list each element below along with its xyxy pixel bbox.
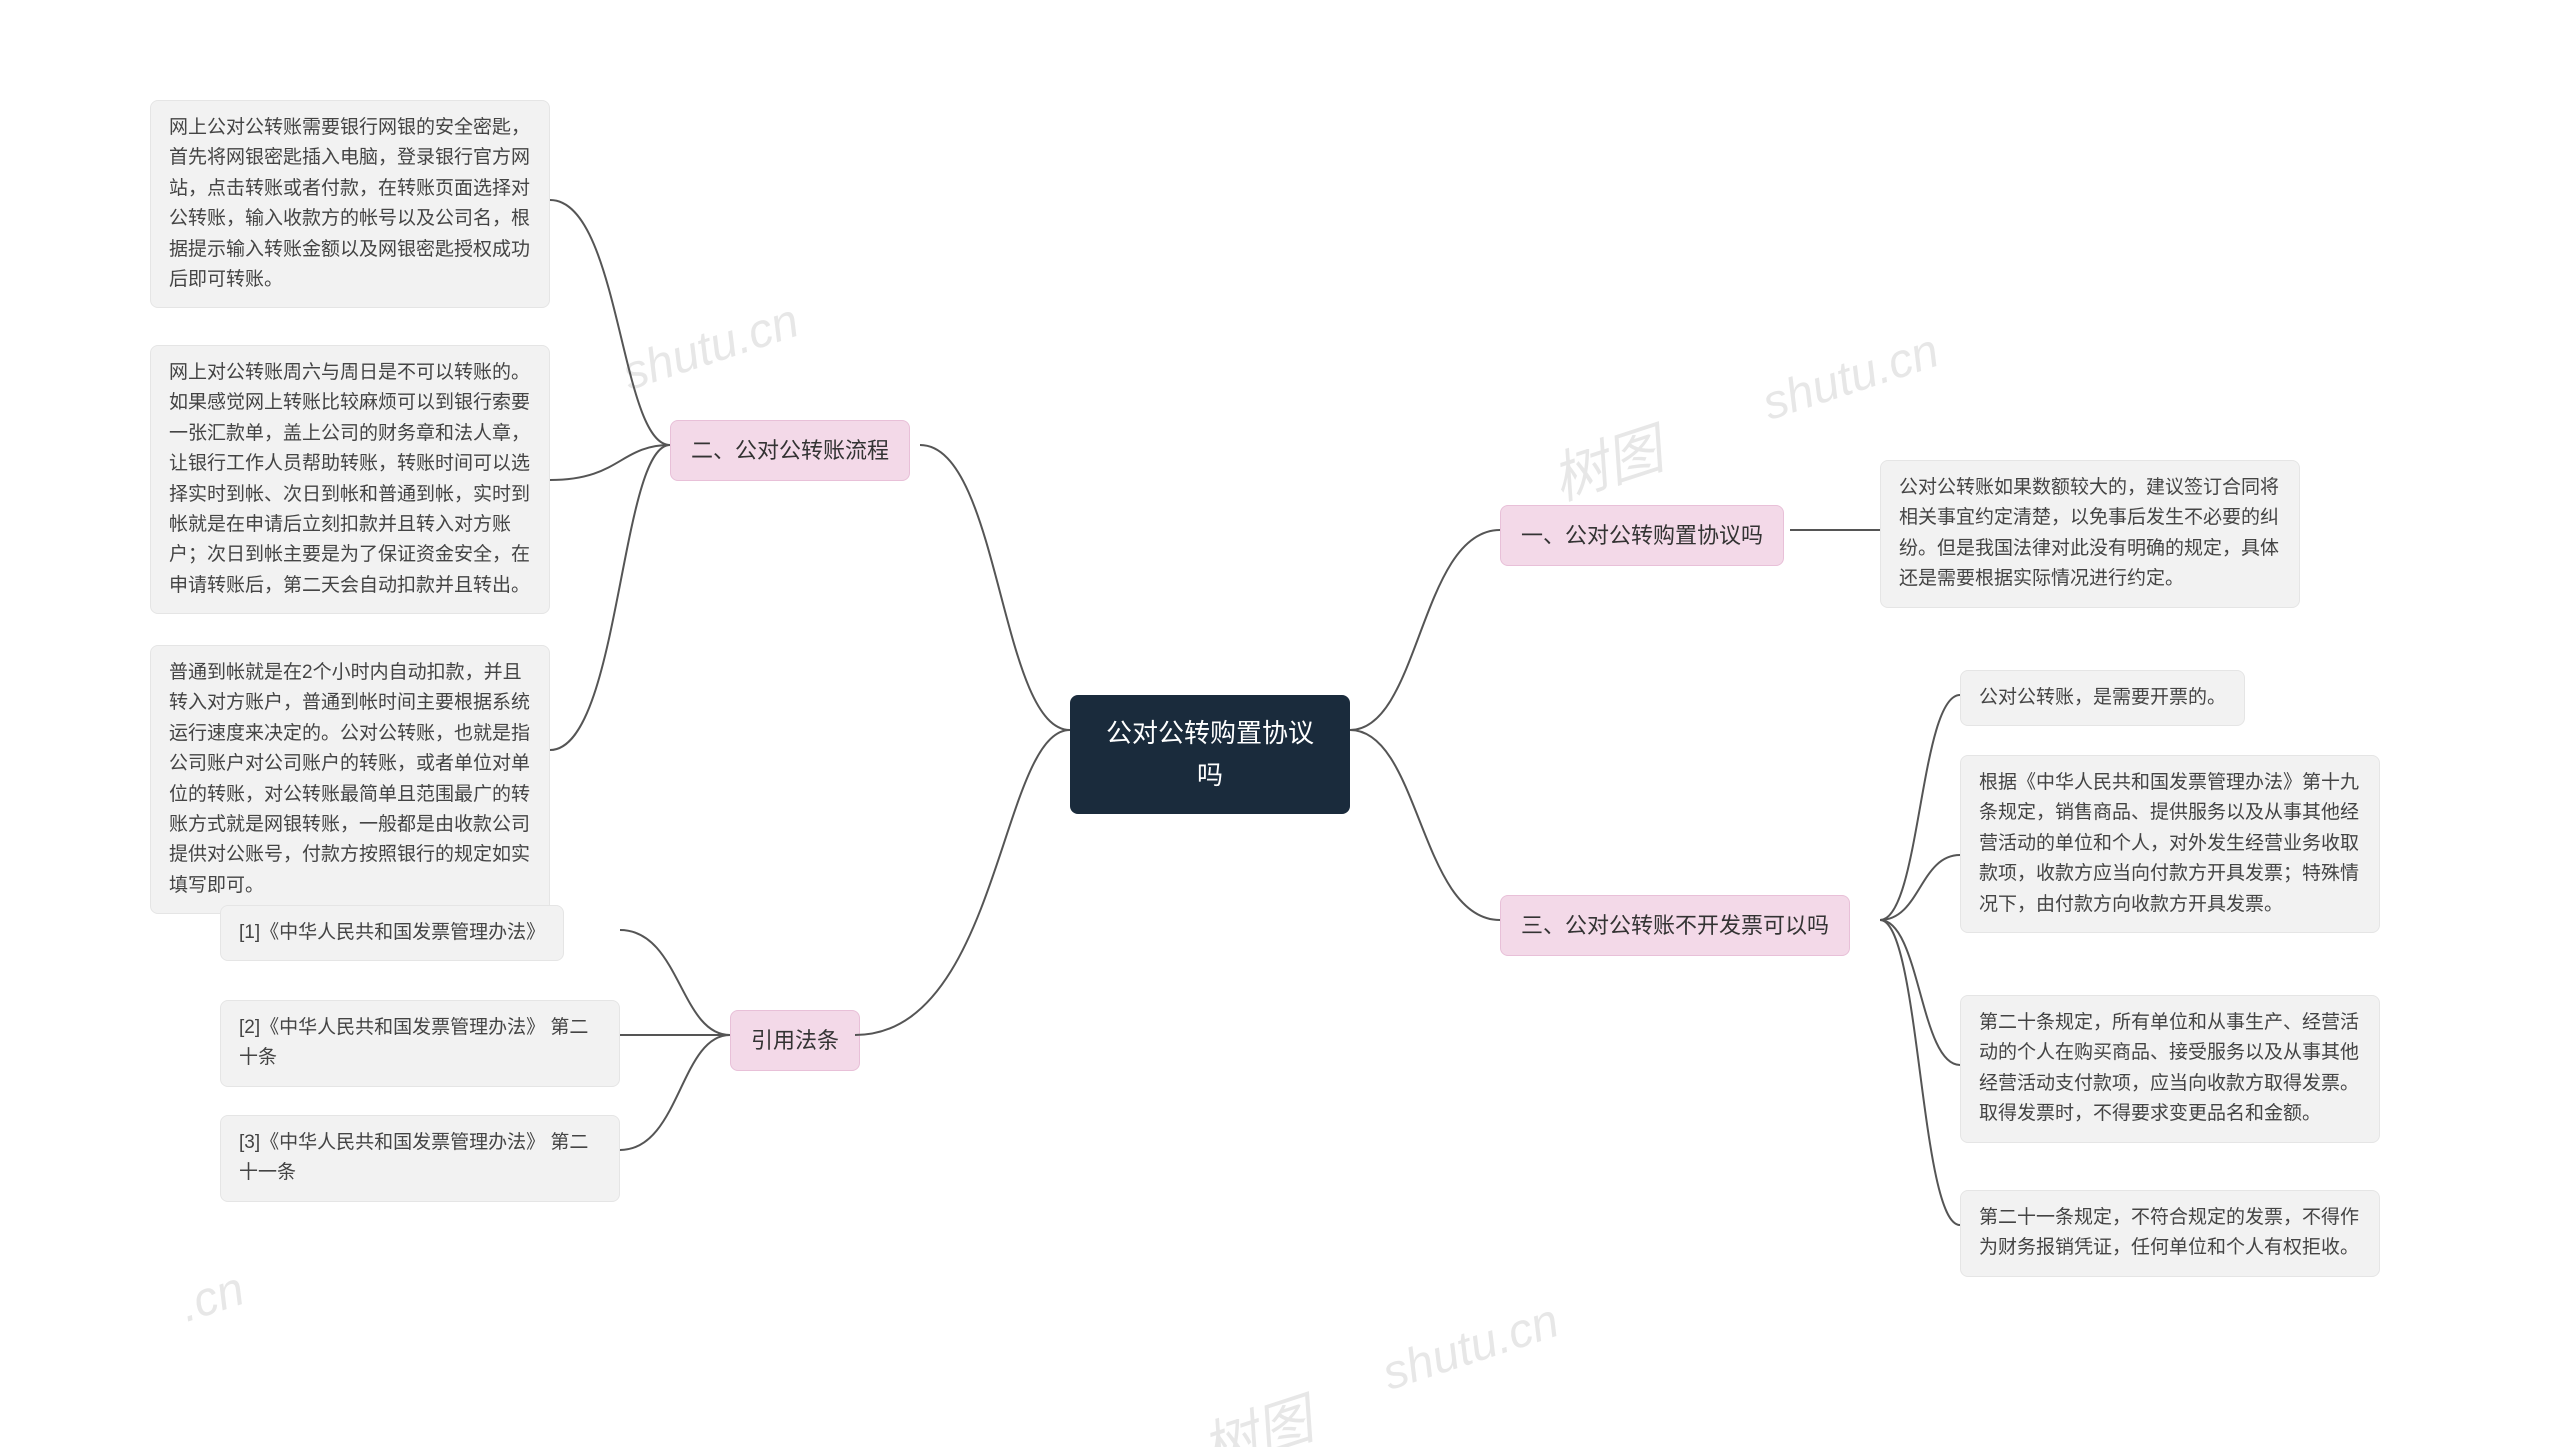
root-node[interactable]: 公对公转购置协议吗 [1070,695,1350,814]
leaf-text: 第二十条规定，所有单位和从事生产、经营活动的个人在购买商品、接受服务以及从事其他… [1979,1012,2359,1124]
leaf-text: 普通到帐就是在2个小时内自动扣款，并且转入对方账户，普通到帐时间主要根据系统运行… [169,662,530,896]
watermark: shutu.cn [1756,323,1946,431]
leaf-text: 根据《中华人民共和国发票管理办法》第十九条规定，销售商品、提供服务以及从事其他经… [1979,772,2359,915]
watermark: shutu.cn [616,293,806,401]
branch-1-label: 一、公对公转购置协议吗 [1521,523,1763,548]
branch-3[interactable]: 三、公对公转账不开发票可以吗 [1500,895,1850,956]
leaf-text: [2]《中华人民共和国发票管理办法》 第二十条 [239,1017,588,1068]
branch-2-leaf-3: 普通到帐就是在2个小时内自动扣款，并且转入对方账户，普通到帐时间主要根据系统运行… [150,645,550,914]
leaf-text: 公对公转账，是需要开票的。 [1979,687,2226,708]
branch-3-leaf-1: 公对公转账，是需要开票的。 [1960,670,2245,726]
root-label: 公对公转购置协议吗 [1106,718,1314,790]
branch-law[interactable]: 引用法条 [730,1010,860,1071]
branch-2-leaf-2: 网上对公转账周六与周日是不可以转账的。如果感觉网上转账比较麻烦可以到银行索要一张… [150,345,550,614]
leaf-text: [1]《中华人民共和国发票管理办法》 [239,922,545,943]
leaf-text: [3]《中华人民共和国发票管理办法》 第二十一条 [239,1132,588,1183]
leaf-text: 第二十一条规定，不符合规定的发票，不得作为财务报销凭证，任何单位和个人有权拒收。 [1979,1207,2359,1258]
branch-3-label: 三、公对公转账不开发票可以吗 [1521,913,1829,938]
leaf-text: 网上公对公转账需要银行网银的安全密匙，首先将网银密匙插入电脑，登录银行官方网站，… [169,117,530,290]
branch-3-leaf-2: 根据《中华人民共和国发票管理办法》第十九条规定，销售商品、提供服务以及从事其他经… [1960,755,2380,933]
leaf-text: 公对公转账如果数额较大的，建议签订合同将相关事宜约定清楚，以免事后发生不必要的纠… [1899,477,2279,589]
watermark: shutu.cn [1376,1293,1566,1401]
watermark: 树图 [1190,1375,1322,1447]
branch-1[interactable]: 一、公对公转购置协议吗 [1500,505,1784,566]
branch-law-leaf-3: [3]《中华人民共和国发票管理办法》 第二十一条 [220,1115,620,1202]
branch-2[interactable]: 二、公对公转账流程 [670,420,910,481]
branch-3-leaf-4: 第二十一条规定，不符合规定的发票，不得作为财务报销凭证，任何单位和个人有权拒收。 [1960,1190,2380,1277]
branch-law-leaf-1: [1]《中华人民共和国发票管理办法》 [220,905,564,961]
branch-law-leaf-2: [2]《中华人民共和国发票管理办法》 第二十条 [220,1000,620,1087]
branch-3-leaf-3: 第二十条规定，所有单位和从事生产、经营活动的个人在购买商品、接受服务以及从事其他… [1960,995,2380,1143]
branch-2-label: 二、公对公转账流程 [691,438,889,463]
branch-2-leaf-1: 网上公对公转账需要银行网银的安全密匙，首先将网银密匙插入电脑，登录银行官方网站，… [150,100,550,308]
branch-1-leaf-1: 公对公转账如果数额较大的，建议签订合同将相关事宜约定清楚，以免事后发生不必要的纠… [1880,460,2300,608]
leaf-text: 网上对公转账周六与周日是不可以转账的。如果感觉网上转账比较麻烦可以到银行索要一张… [169,362,530,596]
branch-law-label: 引用法条 [751,1028,839,1053]
watermark: 树图 [1540,405,1672,517]
watermark: .cn [173,1261,251,1333]
